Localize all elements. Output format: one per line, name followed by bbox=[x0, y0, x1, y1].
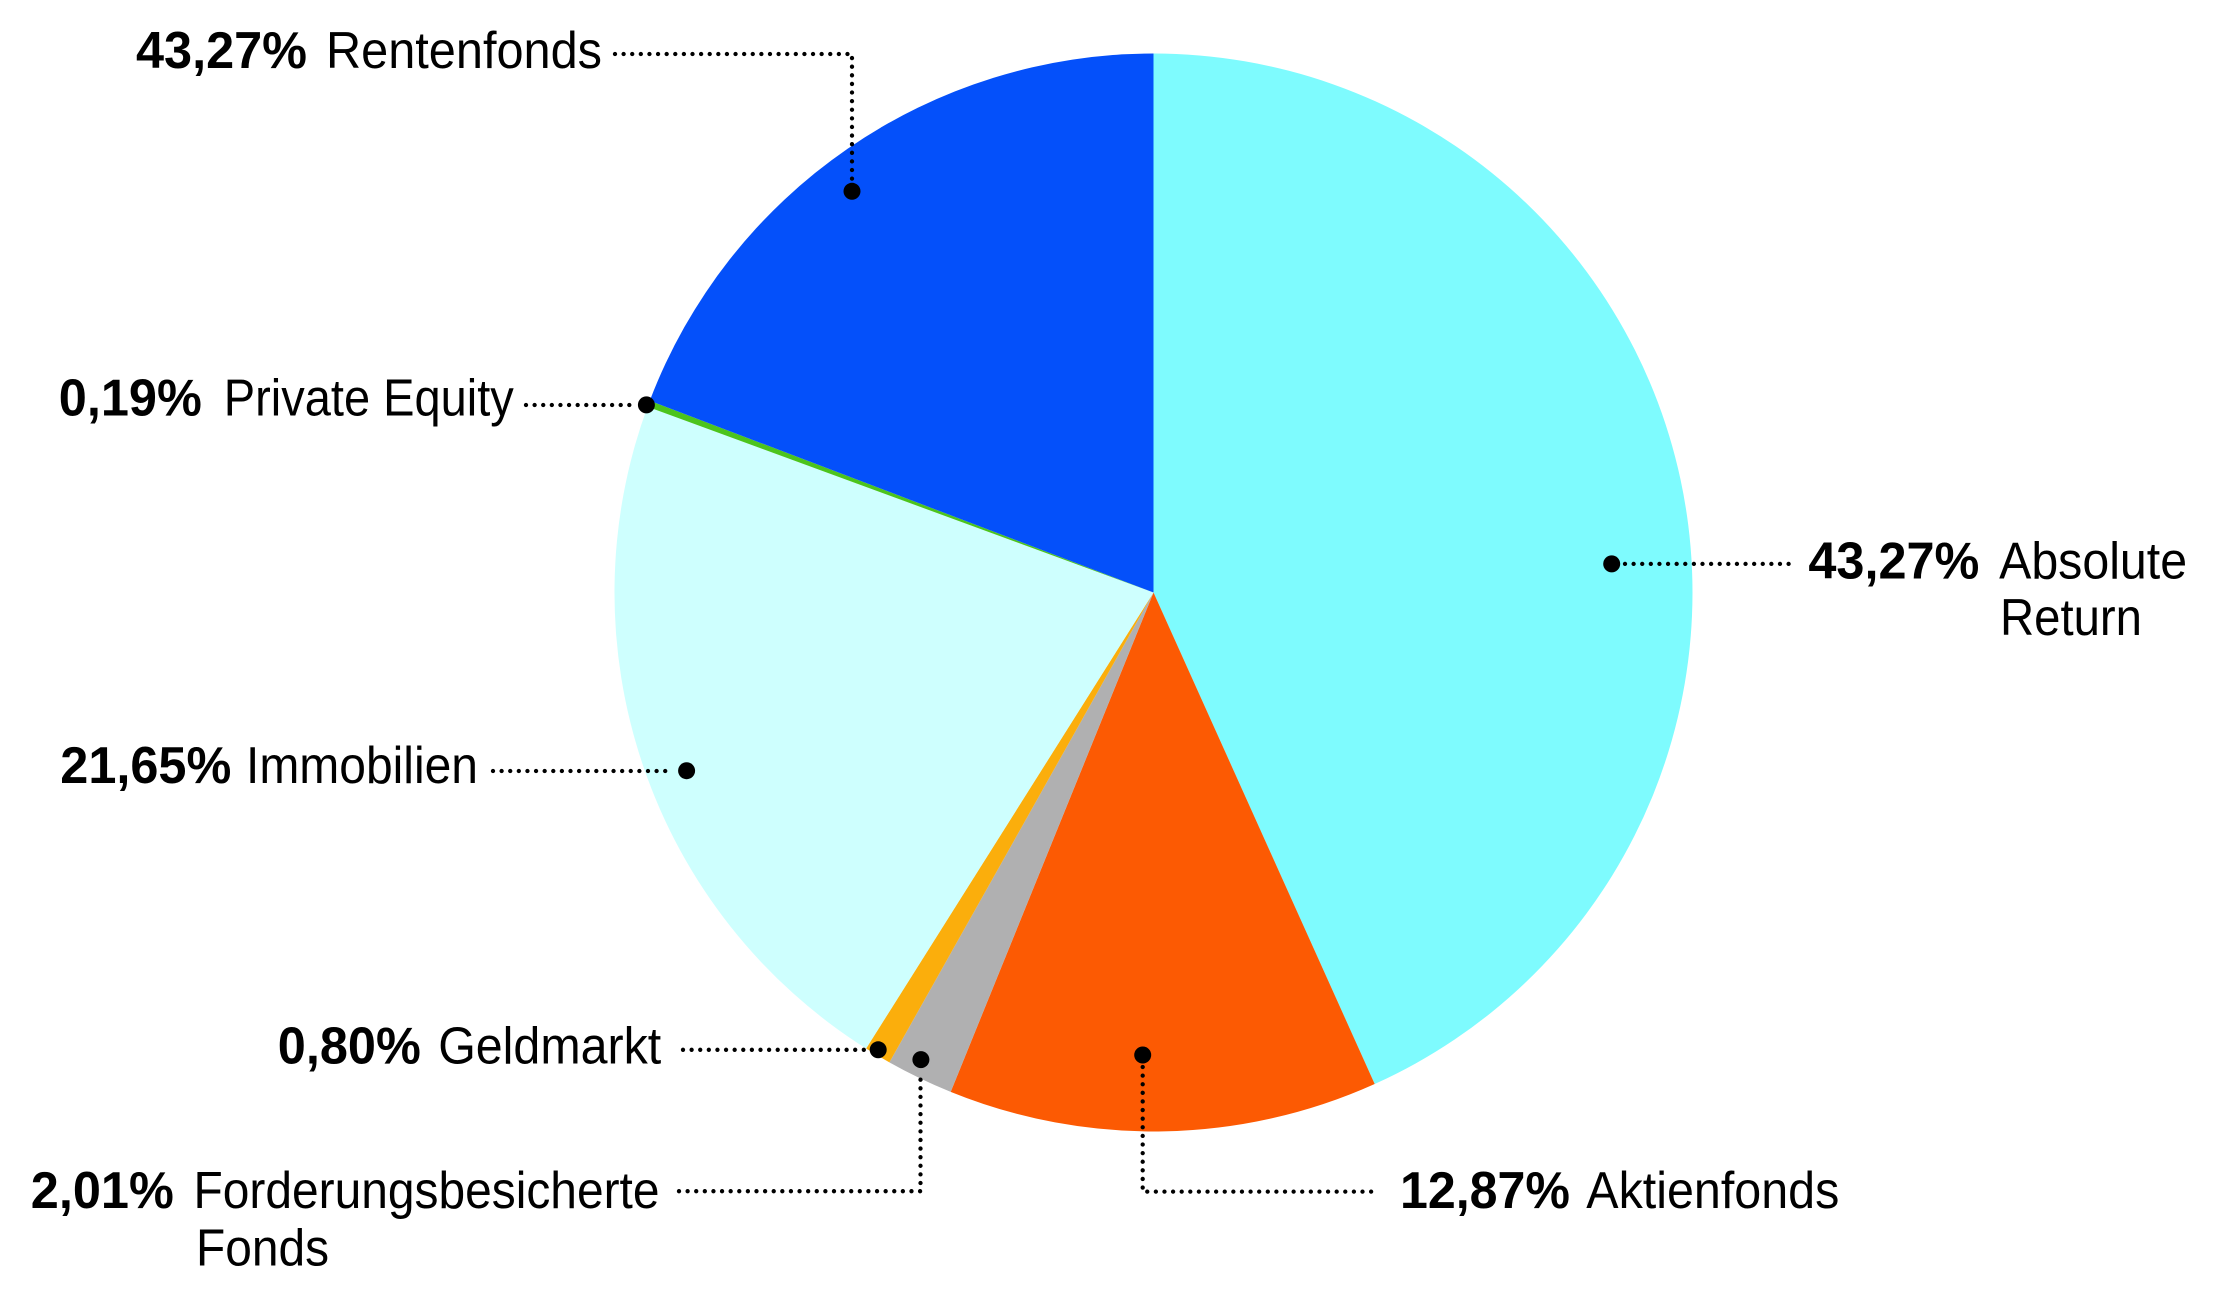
svg-text:Return: Return bbox=[2000, 589, 2142, 647]
svg-text:0,19%: 0,19% bbox=[59, 370, 202, 428]
svg-text:Immobilien: Immobilien bbox=[246, 737, 478, 795]
svg-text:Geldmarkt: Geldmarkt bbox=[438, 1017, 662, 1075]
svg-text:43,27%: 43,27% bbox=[1808, 532, 1979, 590]
svg-text:0,80%: 0,80% bbox=[278, 1017, 421, 1075]
svg-text:Aktienfonds: Aktienfonds bbox=[1586, 1162, 1839, 1220]
svg-text:Private Equity: Private Equity bbox=[224, 370, 514, 428]
svg-text:43,27%: 43,27% bbox=[136, 22, 307, 80]
svg-text:2,01%: 2,01% bbox=[31, 1162, 174, 1220]
svg-text:Forderungsbesicherte: Forderungsbesicherte bbox=[194, 1162, 660, 1220]
svg-text:Absolute: Absolute bbox=[1999, 532, 2187, 590]
svg-text:12,87%: 12,87% bbox=[1400, 1162, 1570, 1220]
svg-text:Fonds: Fonds bbox=[196, 1220, 329, 1278]
svg-text:Rentenfonds: Rentenfonds bbox=[326, 22, 602, 80]
svg-text:21,65%: 21,65% bbox=[60, 737, 231, 795]
